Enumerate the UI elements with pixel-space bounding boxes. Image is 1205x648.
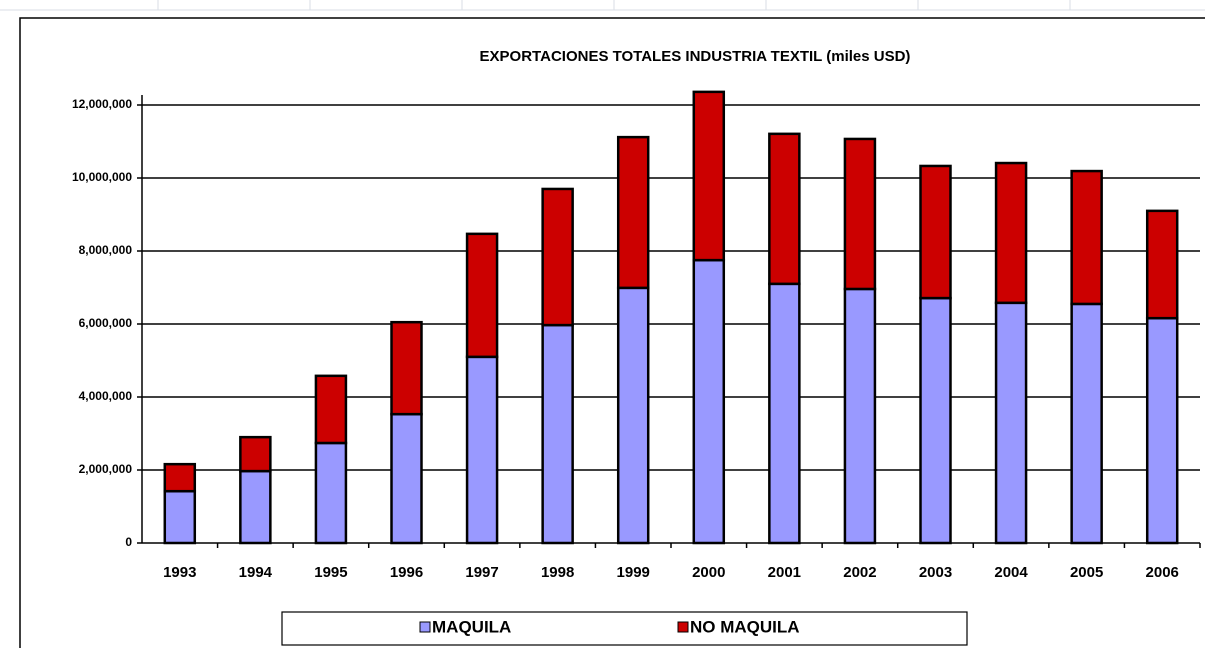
bar-segment <box>1070 302 1103 545</box>
x-tick-label: 1994 <box>239 564 273 581</box>
legend-label: MAQUILA <box>432 617 511 636</box>
y-tick-label: 12,000,000 <box>72 97 132 111</box>
y-tick-label: 10,000,000 <box>72 170 132 184</box>
x-tick-label: 1998 <box>541 564 574 581</box>
bar-segment <box>919 164 952 300</box>
bar-segment <box>994 301 1028 545</box>
sheet-grid <box>0 0 1205 11</box>
bar-segment <box>843 137 877 291</box>
bar-segment <box>163 489 197 545</box>
bar-segment <box>465 355 499 545</box>
legend-swatch <box>677 621 689 633</box>
bar-segment <box>692 90 726 262</box>
y-tick-label: 2,000,000 <box>79 462 133 476</box>
y-tick-label: 0 <box>125 535 132 549</box>
x-tick-label: 2003 <box>919 564 952 581</box>
bar-segment <box>239 435 272 473</box>
bar-segment <box>616 286 650 545</box>
bar-segment <box>314 441 348 545</box>
legend-swatch <box>419 621 431 633</box>
x-tick-label: 2001 <box>768 564 801 581</box>
x-tick-label: 2004 <box>994 564 1028 581</box>
bar-segment <box>314 374 348 445</box>
bar-segment <box>616 135 650 290</box>
bar-segment <box>692 258 726 545</box>
legend-box <box>281 611 968 646</box>
x-tick-label: 1993 <box>163 564 196 581</box>
bar-segment <box>390 320 423 416</box>
x-tick-label: 2000 <box>692 564 725 581</box>
chart-title: EXPORTACIONES TOTALES INDUSTRIA TEXTIL (… <box>480 48 911 65</box>
y-tick-label: 8,000,000 <box>79 243 133 257</box>
bar-segment <box>768 132 801 286</box>
x-tick-label: 1999 <box>617 564 650 581</box>
bar-segment <box>768 282 801 545</box>
x-tick-label: 1996 <box>390 564 423 581</box>
x-tick-label: 1997 <box>465 564 498 581</box>
y-tick-label: 6,000,000 <box>79 316 133 330</box>
bar-segment <box>843 287 877 545</box>
x-tick-label: 2006 <box>1146 564 1179 581</box>
bar-segment <box>465 232 499 359</box>
bar-segment <box>390 412 423 545</box>
x-tick-label: 1995 <box>314 564 347 581</box>
legend-label: NO MAQUILA <box>690 617 800 636</box>
bar-segment <box>919 296 952 545</box>
bar-segment <box>239 469 272 545</box>
x-tick-label: 2002 <box>843 564 876 581</box>
bar-segment <box>994 161 1028 305</box>
y-tick-label: 4,000,000 <box>79 389 133 403</box>
bar-segment <box>1070 169 1103 306</box>
bar-segment <box>541 187 574 327</box>
bar-segment <box>541 323 574 545</box>
bar-segment <box>163 462 197 493</box>
bar-segment <box>1145 209 1179 320</box>
bar-segment <box>1145 316 1179 545</box>
x-tick-label: 2005 <box>1070 564 1103 581</box>
